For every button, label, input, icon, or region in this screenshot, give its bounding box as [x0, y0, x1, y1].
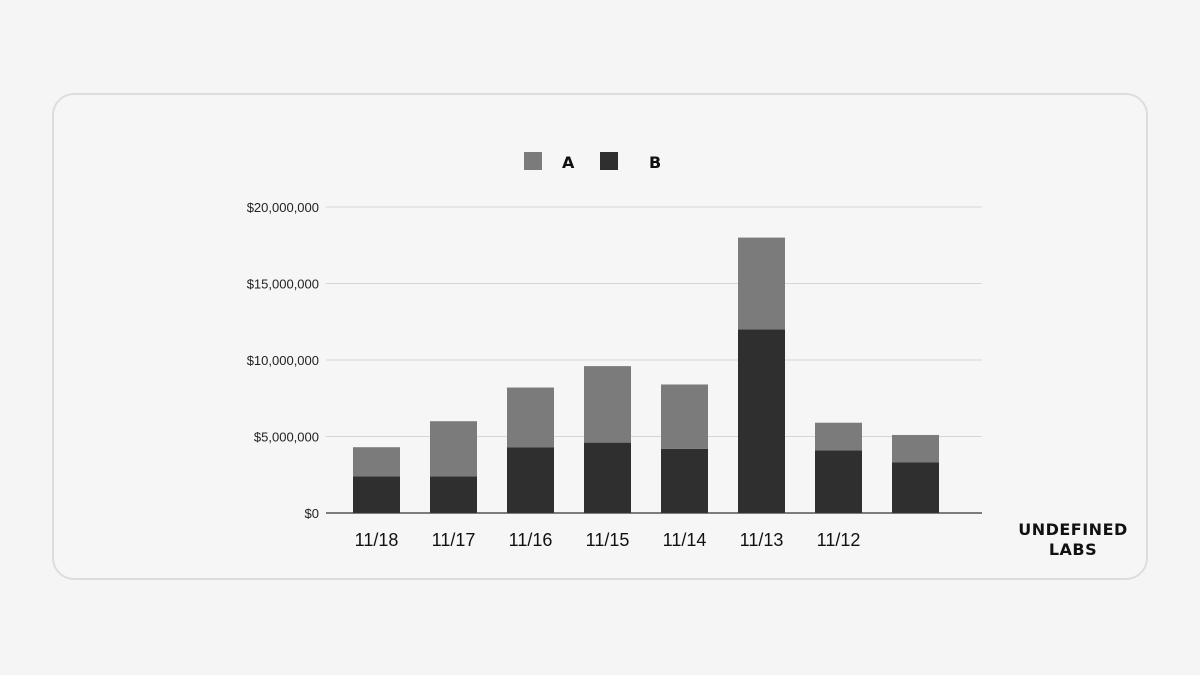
bar-segment-b: [430, 476, 477, 513]
x-tick-label: 11/15: [586, 530, 630, 550]
bars: [353, 237, 939, 513]
legend-label-b: B: [649, 153, 661, 172]
legend-label-a: A: [562, 153, 575, 172]
legend-swatch-a: [524, 152, 542, 170]
gridlines: [326, 206, 982, 437]
bar-segment-a: [353, 447, 400, 477]
bar-segment-a: [738, 237, 785, 330]
x-tick-label: 11/18: [355, 530, 399, 550]
legend: A B: [524, 152, 661, 172]
brand-logo: UNDEFINED LABS: [1018, 520, 1128, 559]
bar-segment-b: [584, 442, 631, 513]
bar-segment-a: [584, 366, 631, 443]
x-tick-label: 11/12: [817, 530, 861, 550]
y-tick-label: $15,000,000: [247, 277, 319, 292]
bar-segment-a: [661, 384, 708, 449]
bar-segment-b: [738, 329, 785, 513]
bar-segment-a: [507, 387, 554, 448]
brand-line-2: LABS: [1049, 540, 1097, 559]
y-tick-label: $0: [305, 506, 319, 521]
bar-segment-b: [815, 450, 862, 513]
bar-segment-a: [892, 434, 939, 463]
bar-segment-a: [815, 422, 862, 451]
y-tick-label: $10,000,000: [247, 353, 319, 368]
bar-segment-b: [353, 476, 400, 513]
x-tick-label: 11/14: [663, 530, 707, 550]
legend-swatch-b: [600, 152, 618, 170]
x-tick-label: 11/16: [509, 530, 553, 550]
bar-segment-b: [892, 462, 939, 513]
bar-segment-b: [507, 447, 554, 513]
x-tick-label: 11/17: [432, 530, 476, 550]
bar-segment-a: [430, 421, 477, 477]
y-tick-label: $20,000,000: [247, 200, 319, 215]
x-axis-ticks: 11/18 11/17 11/16 11/15 11/14 11/13 11/12: [355, 530, 861, 550]
x-tick-label: 11/13: [740, 530, 784, 550]
brand-line-1: UNDEFINED: [1018, 520, 1128, 539]
bar-segment-b: [661, 448, 708, 513]
y-tick-label: $5,000,000: [254, 430, 319, 445]
y-axis-ticks: $0 $5,000,000 $10,000,000 $15,000,000 $20,00…: [247, 200, 319, 521]
